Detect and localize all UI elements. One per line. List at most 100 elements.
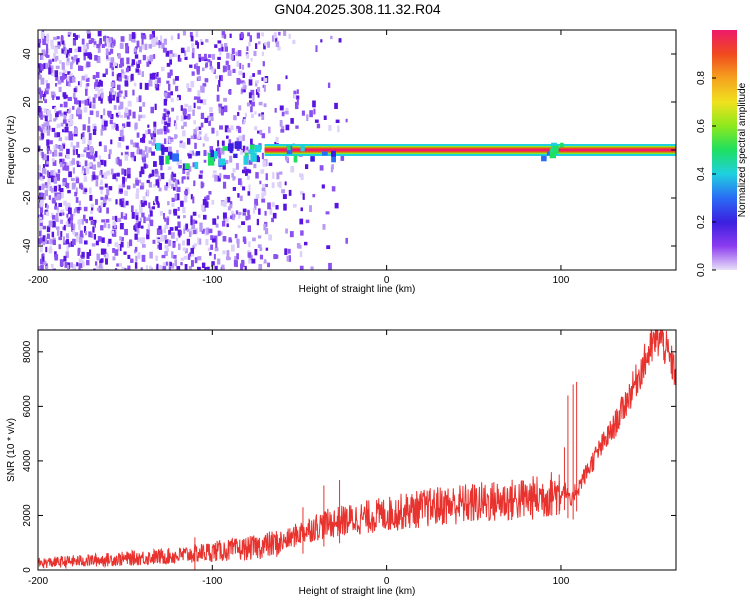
spectrogram-noise-cell	[54, 56, 57, 62]
spectrogram-noise-cell	[42, 40, 46, 46]
spectrogram-noise-cell	[210, 244, 214, 250]
spectrogram-noise-cell	[105, 218, 110, 223]
snr-x-tick-label: 100	[553, 576, 570, 587]
spectrogram-noise-cell	[179, 57, 182, 62]
spectrogram-noise-cell	[42, 126, 47, 133]
spectrogram-noise-cell	[184, 115, 188, 120]
spectrogram-noise-cell	[133, 82, 137, 87]
spectrogram-noise-cell	[191, 71, 195, 76]
snr-y-tick-label: 2000	[22, 504, 33, 527]
spectrogram-noise-cell	[258, 101, 263, 106]
spectrogram-noise-cell	[170, 263, 175, 269]
spectrogram-noise-cell	[41, 124, 45, 130]
spectrogram-noise-cell	[89, 154, 94, 160]
colorbar-tick-label: 0.6	[696, 119, 707, 133]
spectrogram-noise-cell	[192, 196, 195, 204]
spectrogram-noise-cell	[236, 242, 240, 248]
spectrogram-noise-cell	[171, 107, 175, 112]
spectrogram-noise-cell	[53, 169, 56, 176]
spectrogram-noise-cell	[216, 175, 221, 182]
spectrogram-noise-cell	[264, 210, 267, 216]
spectrogram-noise-cell	[244, 265, 247, 270]
spectrogram-noise-cell	[206, 227, 210, 235]
spectrogram-noise-cell	[84, 160, 88, 167]
spectrogram-noise-cell	[78, 183, 83, 189]
spectrogram-noise-cell	[325, 211, 330, 215]
spectrogram-noise-cell	[96, 43, 100, 49]
spectrogram-noise-cell	[190, 251, 195, 257]
spectrogram-noise-cell	[128, 109, 132, 116]
spectrogram-noise-cell	[217, 62, 221, 69]
spectrogram-noise-cell	[81, 75, 85, 81]
spectrogram-noise-cell	[139, 171, 142, 178]
spectrogram-noise-cell	[39, 136, 44, 141]
spectrogram-noise-cell	[229, 33, 232, 38]
spectrogram-noise-cell	[60, 35, 64, 41]
spectrogram-noise-cell	[232, 68, 236, 73]
spectrogram-noise-cell	[141, 44, 145, 50]
spectrogram-noise-cell	[292, 39, 296, 45]
spectrogram-noise-cell	[100, 80, 103, 87]
spectrogram-noise-cell	[69, 76, 74, 83]
spectrogram-noise-cell	[222, 181, 227, 189]
spectrogram-noise-cell	[227, 70, 232, 76]
spectrogram-noise-cell	[100, 248, 105, 255]
spectrogram-noise-cell	[45, 203, 48, 208]
spectrogram-noise-cell	[249, 35, 252, 42]
spectrogram-noise-cell	[170, 174, 174, 181]
spectrogram-noise-cell	[44, 189, 49, 197]
spectrogram-noise-cell	[251, 113, 254, 118]
spectrogram-noise-cell	[224, 105, 228, 113]
spectrogram-noise-cell	[296, 95, 300, 100]
spectrogram-noise-cell	[285, 228, 288, 234]
spectrogram-noise-cell	[242, 145, 246, 151]
spectrogram-noise-cell	[214, 265, 218, 270]
spectrogram-noise-cell	[162, 266, 167, 270]
spectrogram-noise-cell	[115, 112, 120, 117]
spectrogram-noise-cell	[221, 140, 225, 146]
spectrogram-noise-cell	[211, 238, 216, 243]
spectrogram-noise-cell	[93, 155, 96, 162]
signal-cluster-cell	[222, 146, 229, 151]
spectrogram-noise-cell	[192, 211, 197, 216]
spectrogram-noise-cell	[85, 88, 88, 96]
spectrogram-noise-cell	[52, 239, 56, 246]
spectrogram-noise-cell	[239, 79, 242, 84]
spectrogram-noise-cell	[247, 32, 251, 37]
spectrogram-noise-cell	[108, 149, 112, 155]
spectrogram-noise-cell	[292, 203, 297, 208]
spectrogram-noise-cell	[48, 60, 52, 65]
spectrogram-noise-cell	[70, 61, 74, 66]
spectrogram-noise-cell	[172, 242, 176, 248]
spectrogram-noise-cell	[190, 219, 193, 225]
spectrogram-noise-cell	[58, 244, 61, 250]
spectrogram-noise-cell	[197, 256, 202, 261]
spectrogram-noise-cell	[198, 214, 201, 218]
spectrogram-noise-cell	[145, 265, 148, 270]
spectrogram-noise-cell	[222, 162, 226, 170]
spectrogram-noise-cell	[247, 225, 251, 232]
spectrogram-noise-cell	[84, 231, 88, 236]
spectrogram-noise-cell	[54, 132, 58, 138]
spectrogram-noise-cell	[235, 260, 238, 268]
spectrogram-noise-cell	[197, 106, 201, 110]
spectrogram-noise-cell	[124, 228, 128, 236]
spectrogram-noise-cell	[142, 102, 146, 107]
spectrogram-noise-cell	[309, 110, 313, 118]
spectrogram-noise-cell	[118, 263, 122, 267]
spectrogram-noise-cell	[261, 198, 266, 203]
spectrogram-noise-cell	[281, 111, 285, 117]
spectrogram-noise-cell	[238, 211, 242, 216]
spectrogram-noise-cell	[114, 229, 118, 233]
spectrogram-noise-cell	[39, 149, 43, 156]
spectrogram-noise-cell	[40, 55, 44, 60]
spectrogram-noise-cell	[185, 223, 189, 231]
spectrogram-noise-cell	[251, 101, 255, 107]
spectrogram-noise-cell	[83, 176, 88, 182]
spectrogram-noise-cell	[170, 97, 174, 103]
spectrogram-noise-cell	[65, 162, 69, 167]
spectrogram-noise-cell	[133, 155, 136, 162]
spectrogram-noise-cell	[306, 114, 309, 122]
spectrogram-noise-cell	[55, 65, 60, 69]
